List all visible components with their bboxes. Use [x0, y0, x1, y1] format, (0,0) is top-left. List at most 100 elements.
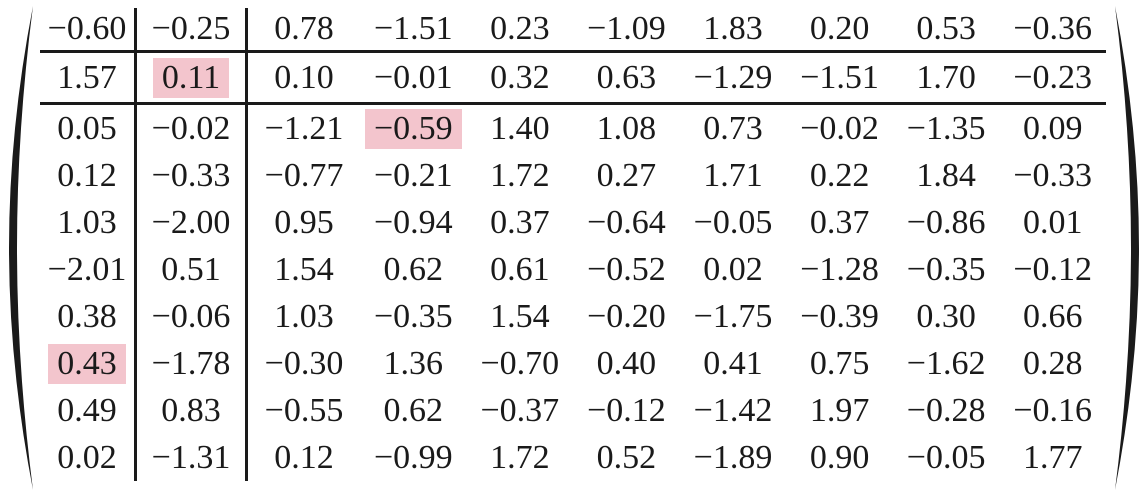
matrix-cell: −0.33 [137, 152, 248, 199]
matrix-value: 0.90 [809, 438, 870, 476]
matrix-cell: −0.33 [999, 152, 1106, 199]
matrix-cell: −0.70 [467, 340, 574, 387]
matrix-cell: 0.83 [137, 387, 248, 434]
matrix-value: 0.51 [161, 250, 221, 288]
matrix-value: 0.37 [809, 203, 870, 241]
matrix-value: 0.63 [596, 58, 657, 96]
matrix-cell: 0.30 [893, 293, 1000, 340]
matrix-cell-highlighted: 0.43 [40, 340, 137, 387]
matrix-value: 0.41 [703, 344, 763, 382]
matrix-value: 0.78 [274, 10, 334, 47]
matrix-cell: −0.12 [573, 387, 680, 434]
matrix-cell: −1.31 [137, 434, 248, 481]
matrix-value: 0.02 [703, 250, 763, 288]
matrix-cell: 1.03 [248, 293, 360, 340]
matrix-value: −1.21 [264, 109, 344, 147]
matrix-cell: −1.21 [248, 105, 360, 152]
matrix-value: 0.38 [57, 297, 117, 335]
matrix-cell: 0.38 [40, 293, 137, 340]
matrix-value: 1.57 [57, 58, 117, 96]
matrix-value: 1.54 [490, 297, 550, 335]
matrix-value: −1.51 [373, 10, 453, 47]
matrix-value: −0.39 [800, 297, 879, 335]
matrix-cell: 0.66 [999, 293, 1106, 340]
matrix-cell: −0.60 [40, 8, 137, 53]
matrix-value: 0.12 [57, 156, 117, 194]
matrix-cell: 1.97 [786, 387, 893, 434]
matrix-cell: 0.02 [680, 246, 787, 293]
matrix-cell: −0.37 [467, 387, 574, 434]
matrix-value: −0.33 [1013, 156, 1093, 194]
matrix-value: 0.32 [490, 58, 550, 96]
matrix-cell: 1.36 [360, 340, 467, 387]
matrix-value: 0.73 [703, 109, 763, 147]
matrix-cell: 0.05 [40, 105, 137, 152]
matrix-value: −0.20 [587, 297, 666, 335]
matrix-value: 0.12 [274, 438, 334, 476]
matrix-cell: −0.23 [999, 53, 1106, 105]
matrix-cell: 0.49 [40, 387, 137, 434]
left-parenthesis-icon [9, 6, 33, 490]
matrix-cell: 0.41 [680, 340, 787, 387]
matrix-value: 0.75 [809, 344, 870, 382]
matrix-cell: 0.32 [466, 53, 574, 105]
matrix-value: −0.52 [587, 250, 666, 288]
matrix-cell: 1.03 [40, 199, 137, 246]
matrix-cell: 0.27 [573, 152, 680, 199]
matrix-cell: −0.16 [999, 387, 1106, 434]
matrix-value: −0.59 [364, 108, 462, 149]
matrix-value: 1.72 [490, 156, 550, 194]
matrix-value: −0.36 [1013, 10, 1093, 47]
matrix-value: 0.22 [809, 156, 870, 194]
matrix-value: 1.03 [57, 203, 117, 241]
matrix-cell: −0.39 [786, 293, 893, 340]
matrix-cell: 0.01 [999, 199, 1106, 246]
matrix-value: 1.40 [490, 109, 550, 147]
matrix-value: 0.49 [57, 391, 117, 429]
matrix-value: −0.35 [373, 297, 453, 335]
matrix-value: 0.28 [1022, 344, 1083, 382]
matrix-cell: −0.99 [360, 434, 467, 481]
matrix-cell: −0.05 [680, 199, 787, 246]
matrix-cell: 0.61 [467, 246, 574, 293]
matrix-value: 0.53 [916, 10, 976, 47]
matrix-cell: 0.37 [786, 199, 893, 246]
matrix-cell: −0.02 [137, 105, 248, 152]
matrix-cell: 1.72 [467, 152, 574, 199]
matrix-value: −0.86 [906, 203, 986, 241]
matrix-cell: −0.35 [893, 246, 1000, 293]
matrix-cell: −0.28 [893, 387, 1000, 434]
matrix-cell: 0.75 [786, 340, 893, 387]
matrix-value: 0.66 [1022, 297, 1083, 335]
matrix-cell: −0.20 [573, 293, 680, 340]
matrix-value: −0.94 [373, 203, 453, 241]
matrix-cell: 1.77 [999, 434, 1106, 481]
matrix-value: −0.21 [373, 156, 453, 194]
matrix-value: −1.28 [800, 250, 879, 288]
matrix-value: 0.52 [596, 438, 657, 476]
matrix-value: −0.60 [47, 10, 127, 47]
matrix-cell: −1.62 [893, 340, 1000, 387]
matrix-value: −0.30 [264, 344, 344, 382]
matrix-cell: 0.95 [248, 199, 360, 246]
matrix-cell: 0.23 [466, 8, 574, 53]
matrix-value: 1.36 [383, 344, 444, 382]
matrix-cell: −2.01 [40, 246, 137, 293]
matrix-cell: 0.52 [573, 434, 680, 481]
matrix-value: 1.03 [274, 297, 334, 335]
matrix-cell: 0.20 [786, 8, 893, 53]
matrix-cell: 1.83 [679, 8, 787, 53]
matrix-cell: 0.51 [137, 246, 248, 293]
matrix-cell: −0.55 [248, 387, 360, 434]
matrix-cell: −0.86 [893, 199, 1000, 246]
matrix-cell: −1.89 [680, 434, 787, 481]
matrix-cell: −1.42 [680, 387, 787, 434]
matrix-value: −0.28 [906, 391, 986, 429]
matrix-cell: 0.62 [360, 387, 467, 434]
matrix-cell: −1.28 [786, 246, 893, 293]
matrix-value: −1.62 [906, 344, 986, 382]
matrix-value: 1.83 [703, 10, 763, 47]
matrix-cell: 0.22 [786, 152, 893, 199]
matrix-cell: 1.54 [248, 246, 360, 293]
matrix-cell-highlighted: 0.11 [137, 53, 248, 105]
